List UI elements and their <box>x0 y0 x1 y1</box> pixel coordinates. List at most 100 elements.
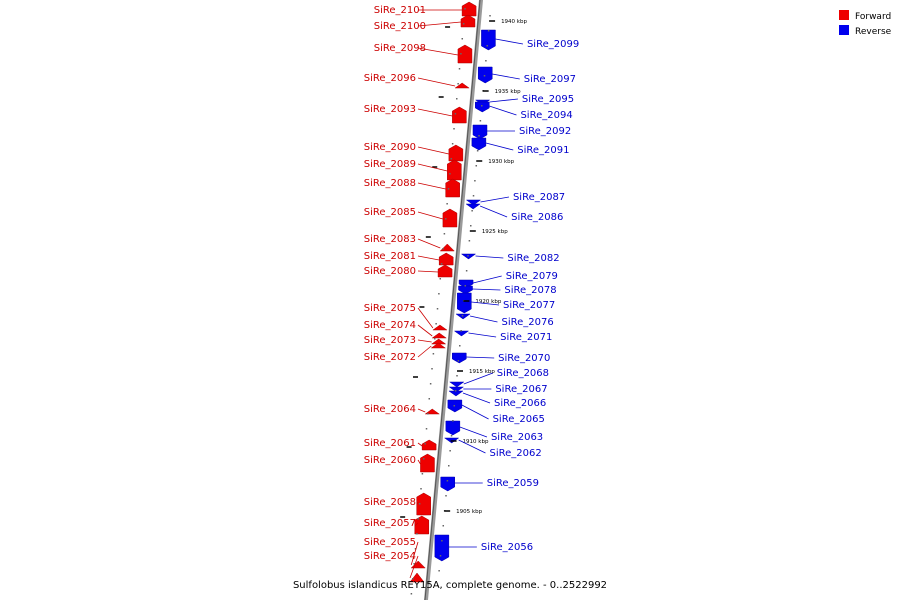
reverse-gene-label[interactable]: SiRe_2079 <box>506 271 558 282</box>
forward-gene-label[interactable]: SiRe_2081 <box>364 251 416 262</box>
reverse-gene-arrow[interactable] <box>452 352 467 364</box>
reverse-gene-arrow[interactable] <box>481 29 496 51</box>
reverse-gene-label[interactable]: SiRe_2097 <box>524 74 576 85</box>
forward-gene-arrow[interactable] <box>448 144 464 162</box>
reverse-gene-arrow[interactable] <box>449 381 465 388</box>
forward-gene-arrow[interactable] <box>445 178 460 198</box>
track-dot <box>467 255 469 257</box>
reverse-gene-label[interactable]: SiRe_2078 <box>504 285 556 296</box>
reverse-gene-arrow[interactable] <box>471 137 487 151</box>
forward-gene-arrow[interactable] <box>452 106 467 124</box>
reverse-gene-leader <box>480 196 510 203</box>
forward-gene-label[interactable]: SiRe_2058 <box>364 497 416 508</box>
forward-gene-label[interactable]: SiRe_2093 <box>364 104 416 115</box>
reverse-gene-arrow[interactable] <box>445 420 461 436</box>
reverse-gene-arrow[interactable] <box>457 292 472 314</box>
forward-gene-arrow[interactable] <box>461 1 477 17</box>
forward-gene-arrow[interactable] <box>421 439 437 451</box>
forward-gene-label[interactable]: SiRe_2098 <box>374 43 426 54</box>
kbp-tick-label: 1940 kbp <box>501 19 527 25</box>
forward-gene-label[interactable]: SiRe_2061 <box>364 438 416 449</box>
forward-gene-label[interactable]: SiRe_2055 <box>364 537 416 548</box>
reverse-gene-arrow[interactable] <box>465 199 482 206</box>
forward-gene-label[interactable]: SiRe_2083 <box>364 234 416 245</box>
reverse-gene-label[interactable]: SiRe_2094 <box>520 110 572 121</box>
reverse-gene-label[interactable]: SiRe_2082 <box>507 253 559 264</box>
reverse-gene-label[interactable]: SiRe_2063 <box>491 432 543 443</box>
reverse-gene-arrow[interactable] <box>453 330 470 337</box>
forward-gene-arrow[interactable] <box>410 560 426 569</box>
track-dot <box>457 83 459 85</box>
reverse-gene-label[interactable]: SiRe_2066 <box>494 398 546 409</box>
reverse-gene-arrow[interactable] <box>472 124 488 140</box>
forward-gene-arrow[interactable] <box>432 324 448 331</box>
forward-gene-label[interactable]: SiRe_2100 <box>374 21 426 32</box>
forward-gene-label[interactable]: SiRe_2072 <box>364 352 416 363</box>
forward-gene-label[interactable]: SiRe_2096 <box>364 73 416 84</box>
track-dot <box>431 368 433 370</box>
reverse-gene-arrow[interactable] <box>448 386 465 393</box>
forward-gene-label[interactable]: SiRe_2074 <box>364 320 416 331</box>
track-dot <box>470 225 472 227</box>
forward-gene-arrow[interactable] <box>438 252 454 266</box>
reverse-gene-arrow[interactable] <box>434 534 450 562</box>
reverse-gene-label[interactable]: SiRe_2070 <box>498 353 550 364</box>
forward-gene-label[interactable]: SiRe_2064 <box>364 404 416 415</box>
reverse-gene-label[interactable]: SiRe_2099 <box>527 39 579 50</box>
track-dot <box>481 105 483 107</box>
reverse-gene-label[interactable]: SiRe_2095 <box>522 94 574 105</box>
reverse-gene-arrow[interactable] <box>458 285 473 295</box>
reverse-gene-leader <box>463 372 493 385</box>
forward-gene-label[interactable]: SiRe_2075 <box>364 303 416 314</box>
reverse-gene-label[interactable]: SiRe_2059 <box>487 478 539 489</box>
forward-gene-label[interactable]: SiRe_2057 <box>364 518 416 529</box>
reverse-gene-label[interactable]: SiRe_2087 <box>513 192 565 203</box>
forward-gene-arrow[interactable] <box>430 342 447 349</box>
forward-gene-arrow[interactable] <box>454 82 470 89</box>
track-dot <box>418 503 421 505</box>
reverse-gene-label[interactable]: SiRe_2092 <box>519 126 571 137</box>
forward-gene-arrow[interactable] <box>439 243 455 252</box>
forward-gene-arrow[interactable] <box>424 408 441 415</box>
forward-gene-label[interactable]: SiRe_2101 <box>374 5 426 16</box>
forward-gene-label[interactable]: SiRe_2089 <box>364 159 416 170</box>
forward-gene-label[interactable]: SiRe_2060 <box>364 455 416 466</box>
forward-gene-arrow[interactable] <box>409 572 425 583</box>
reverse-gene-label[interactable]: SiRe_2091 <box>517 145 569 156</box>
reverse-gene-arrow[interactable] <box>448 390 464 397</box>
track-dot <box>441 540 443 542</box>
track-dot <box>438 293 440 295</box>
forward-gene-arrow[interactable] <box>420 453 435 473</box>
forward-gene-arrow[interactable] <box>416 492 431 516</box>
forward-gene-label[interactable]: SiRe_2090 <box>364 142 416 153</box>
forward-gene-arrow[interactable] <box>457 44 473 64</box>
forward-gene-label[interactable]: SiRe_2080 <box>364 266 416 277</box>
forward-gene-label[interactable]: SiRe_2054 <box>364 551 416 562</box>
reverse-gene-label[interactable]: SiRe_2056 <box>481 542 533 553</box>
forward-gene-label[interactable]: SiRe_2085 <box>364 207 416 218</box>
forward-gene-arrow[interactable] <box>442 208 458 228</box>
reverse-gene-leader <box>492 73 520 80</box>
forward-gene-arrow[interactable] <box>437 264 453 278</box>
forward-gene-arrow[interactable] <box>431 332 447 339</box>
track-dot <box>472 195 475 197</box>
reverse-gene-arrow[interactable] <box>465 203 481 210</box>
forward-gene-arrow[interactable] <box>414 515 430 535</box>
reverse-gene-arrow[interactable] <box>475 101 490 113</box>
reverse-gene-label[interactable]: SiRe_2071 <box>500 332 552 343</box>
reverse-gene-arrow[interactable] <box>440 476 455 492</box>
reverse-gene-label[interactable]: SiRe_2076 <box>501 317 553 328</box>
reverse-gene-label[interactable]: SiRe_2065 <box>493 414 545 425</box>
reverse-gene-label[interactable]: SiRe_2068 <box>497 368 549 379</box>
forward-gene-leader <box>417 146 449 155</box>
reverse-gene-label[interactable]: SiRe_2077 <box>503 300 555 311</box>
forward-gene-arrow[interactable] <box>447 159 462 181</box>
track-dot <box>417 518 420 520</box>
forward-gene-label[interactable]: SiRe_2073 <box>364 335 416 346</box>
kbp-tick-label: 1935 kbp <box>495 89 521 95</box>
forward-gene-arrow[interactable] <box>460 14 476 28</box>
reverse-gene-label[interactable]: SiRe_2067 <box>495 384 547 395</box>
reverse-gene-label[interactable]: SiRe_2086 <box>511 212 563 223</box>
forward-gene-label[interactable]: SiRe_2088 <box>364 178 416 189</box>
reverse-gene-label[interactable]: SiRe_2062 <box>489 448 541 459</box>
